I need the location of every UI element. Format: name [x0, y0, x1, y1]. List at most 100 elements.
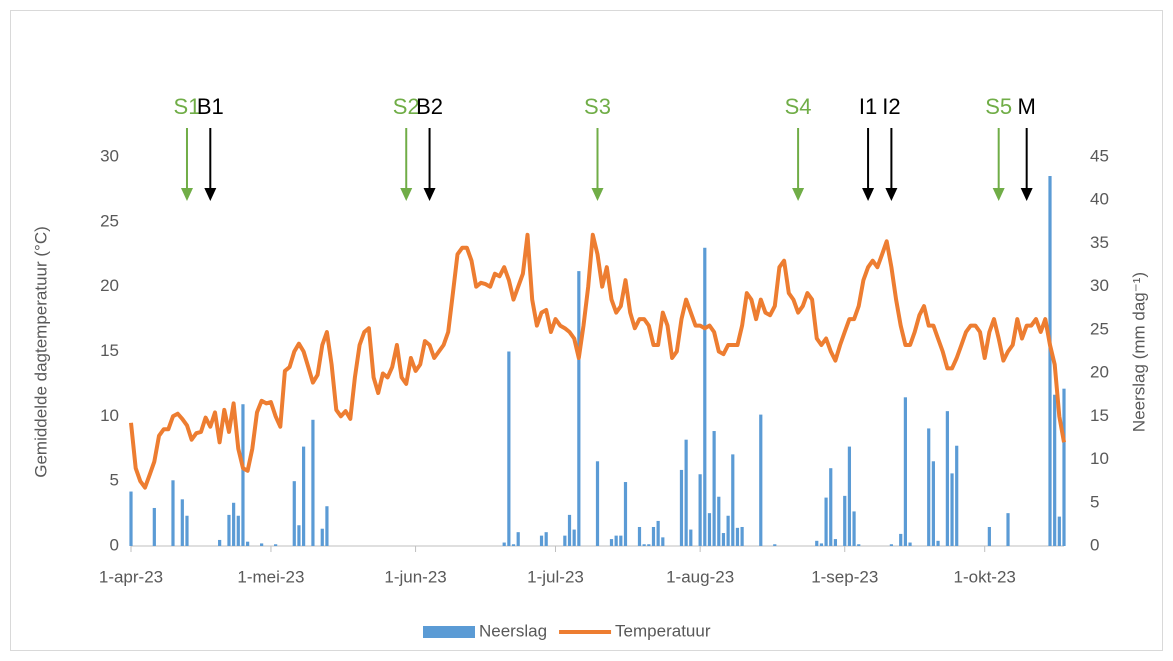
bar: [623, 482, 628, 546]
y-tick-label: 10: [100, 406, 119, 425]
bar: [651, 526, 656, 546]
bar: [236, 515, 240, 546]
bar: [511, 544, 516, 546]
bar: [609, 539, 614, 546]
bar: [908, 542, 912, 546]
bar: [241, 404, 245, 546]
bar: [647, 544, 651, 546]
y2-tick-label: 30: [1090, 276, 1109, 295]
y2-tick-label: 15: [1090, 406, 1109, 425]
y2-tick-label: 10: [1090, 449, 1109, 468]
annotation-label: S3: [584, 94, 611, 119]
y2-tick-label: 5: [1090, 492, 1099, 511]
y-axis-title: Gemiddelde dagtemperatuur (°C): [31, 226, 50, 478]
bar: [152, 507, 156, 546]
y-tick-label: 25: [100, 211, 119, 230]
bar: [516, 532, 520, 546]
bar: [260, 543, 264, 546]
annotation-label: S5: [985, 94, 1012, 119]
bar: [320, 528, 324, 546]
bar: [619, 535, 623, 546]
bar: [936, 540, 940, 546]
x-tick-label: 1-jun-23: [384, 567, 446, 586]
annotation-label: B1: [197, 94, 224, 119]
y2-tick-label: 25: [1090, 319, 1109, 338]
x-tick-label: 1-aug-23: [666, 567, 734, 586]
bar: [246, 541, 250, 546]
bar: [642, 544, 646, 546]
x-tick-label: 1-mei-23: [237, 567, 304, 586]
bar: [833, 539, 838, 546]
bar: [661, 537, 665, 546]
annotation-label: B2: [416, 94, 443, 119]
bar: [759, 414, 763, 546]
bar: [539, 535, 544, 546]
bar: [1053, 394, 1057, 546]
bar: [171, 480, 175, 546]
bar: [829, 468, 833, 546]
bar: [987, 526, 991, 546]
bar: [227, 514, 231, 546]
x-tick-label: 1-jul-23: [527, 567, 584, 586]
bar: [1006, 513, 1010, 546]
bar: [689, 529, 693, 546]
bar: [852, 511, 856, 546]
y2-tick-label: 45: [1090, 146, 1109, 165]
bar: [707, 513, 712, 546]
annotation-arrowhead: [423, 188, 436, 201]
bar: [927, 428, 931, 546]
y2-tick-label: 35: [1090, 233, 1109, 252]
bar: [297, 525, 301, 546]
chart-border: [10, 10, 1163, 651]
annotation-arrowhead: [400, 188, 413, 201]
annotation-label: I1: [859, 94, 877, 119]
bar: [955, 445, 959, 546]
y2-tick-label: 20: [1090, 363, 1109, 382]
annotation-arrowhead: [885, 188, 898, 201]
bar: [717, 496, 721, 546]
bar: [726, 515, 730, 546]
y-tick-label: 30: [100, 146, 119, 165]
bar: [740, 526, 744, 546]
bar: [325, 506, 329, 546]
bar: [232, 502, 236, 546]
bar: [931, 461, 935, 546]
bar: [274, 544, 278, 546]
bar: [311, 419, 315, 546]
bar: [857, 544, 861, 546]
bar: [945, 411, 949, 546]
annotation-arrowhead: [1020, 188, 1033, 201]
x-tick-label: 1-sep-23: [811, 567, 878, 586]
y2-tick-label: 40: [1090, 190, 1109, 209]
y-tick-label: 5: [110, 471, 119, 490]
annotation-label: S4: [785, 94, 812, 119]
bar: [819, 543, 824, 546]
legend-swatch: [423, 626, 475, 638]
bar: [218, 539, 222, 546]
x-tick-label: 1-okt-23: [954, 567, 1016, 586]
bar: [129, 491, 133, 546]
temperature-line: [129, 232, 1066, 490]
bar: [815, 540, 819, 546]
bar: [903, 397, 907, 546]
bar: [656, 520, 660, 546]
annotation-arrowhead: [204, 188, 217, 201]
bar: [824, 497, 828, 546]
annotation-arrowhead: [591, 188, 604, 201]
bar: [735, 527, 740, 546]
x-tick-label: 1-apr-23: [99, 567, 163, 586]
annotation-arrowhead: [862, 188, 875, 201]
annotation-arrowhead: [792, 188, 805, 201]
y-tick-label: 15: [100, 341, 119, 360]
bar: [684, 439, 688, 546]
annotation-label: S2: [393, 94, 420, 119]
legend-label: Temperatuur: [615, 621, 711, 640]
bar: [950, 473, 954, 546]
bar: [773, 544, 777, 546]
bar: [721, 533, 726, 546]
bar: [544, 532, 548, 546]
bar: [847, 446, 852, 546]
y2-axis-title: Neerslag (mm dag⁻¹): [1129, 272, 1148, 432]
bar: [507, 351, 511, 546]
